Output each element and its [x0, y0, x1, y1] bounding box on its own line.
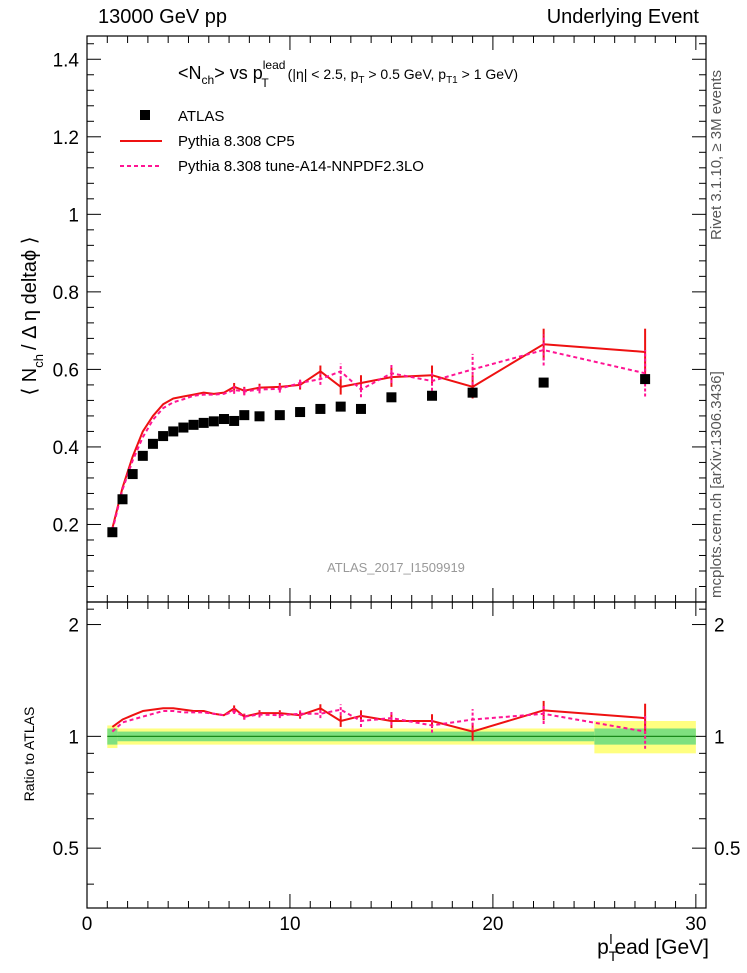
header-left-label: 13000 GeV pp	[98, 6, 227, 28]
data-point-atlas	[147, 438, 158, 449]
data-point-atlas	[198, 417, 209, 428]
data-point-atlas	[158, 431, 169, 442]
ratio-y-tick-label-right: 1	[714, 727, 725, 748]
legend-label-cp5: Pythia 8.308 CP5	[178, 133, 295, 150]
data-point-atlas	[239, 410, 250, 421]
x-tick-label: 0	[82, 914, 93, 935]
x-tick-label: 20	[482, 914, 503, 935]
main-y-tick-label: 0.6	[53, 360, 79, 381]
ratio-y-tick-label-right: 0.5	[714, 839, 740, 860]
x-axis-label: pTlead [GeV]	[597, 931, 709, 964]
header-right-label: Underlying Event	[546, 6, 699, 28]
data-point-atlas	[127, 469, 138, 480]
main-series-group	[107, 328, 651, 538]
main-y-tick-label: 0.4	[53, 438, 80, 459]
data-point-atlas	[254, 411, 265, 422]
ratio-uncertainty-band	[107, 720, 696, 754]
analysis-label: ATLAS_2017_I1509919	[327, 560, 465, 575]
data-point-atlas	[315, 403, 326, 414]
x-tick-label: 30	[685, 914, 706, 935]
legend-marker-atlas	[140, 110, 150, 120]
main-y-tick-label: 0.2	[53, 515, 79, 536]
ratio-y-tick-label: 1	[68, 727, 79, 748]
x-tick-label: 10	[279, 914, 300, 935]
data-point-atlas	[335, 401, 346, 412]
ratio-series-group	[111, 700, 647, 749]
main-y-tick-label: 1.4	[53, 50, 80, 71]
main-line-a14	[111, 349, 646, 531]
ratio-y-tick-label: 2	[68, 616, 79, 637]
main-y-axis-label: ⟨ Nch/ Δ η deltaϕ ⟩	[19, 236, 46, 395]
data-point-atlas	[467, 387, 478, 398]
plot-title: <Nch> vs plead T (|η| < 2.5, pT > 0.5 GeV…	[178, 58, 518, 90]
data-point-atlas	[168, 426, 179, 437]
main-line-cp5	[111, 343, 646, 529]
ratio-plot-frame	[86, 601, 707, 909]
data-point-atlas	[188, 419, 199, 430]
ratio-axes: 0.5 0.51 12 20 10 20 30	[53, 602, 740, 935]
data-point-atlas	[178, 422, 189, 433]
data-point-atlas	[208, 416, 219, 427]
legend-label-a14: Pythia 8.308 tune-A14-NNPDF2.3LO	[178, 158, 424, 175]
legend: ATLAS Pythia 8.308 CP5 Pythia 8.308 tune…	[120, 108, 424, 175]
main-axes: 0.2 0.4 0.6 0.8 1 1.2 1.4	[53, 36, 706, 602]
data-point-atlas	[295, 407, 306, 418]
data-point-atlas	[355, 403, 366, 414]
data-point-atlas	[386, 392, 397, 403]
data-point-atlas	[218, 414, 229, 425]
ratio-y-tick-label-right: 2	[714, 616, 725, 637]
data-point-atlas	[117, 494, 128, 505]
data-point-atlas	[538, 377, 549, 388]
data-point-atlas	[229, 415, 240, 426]
data-point-atlas	[107, 527, 118, 538]
ratio-y-axis-label: Ratio to ATLAS	[21, 707, 37, 802]
main-y-tick-label: 0.8	[53, 283, 79, 304]
data-point-atlas	[274, 410, 285, 421]
main-y-tick-label: 1.2	[53, 128, 79, 149]
ratio-y-tick-label: 0.5	[53, 839, 79, 860]
data-point-atlas	[427, 390, 438, 401]
data-point-atlas	[137, 450, 148, 461]
data-point-atlas	[640, 374, 651, 385]
main-y-tick-label: 1	[68, 205, 79, 226]
legend-label-atlas: ATLAS	[178, 108, 224, 125]
